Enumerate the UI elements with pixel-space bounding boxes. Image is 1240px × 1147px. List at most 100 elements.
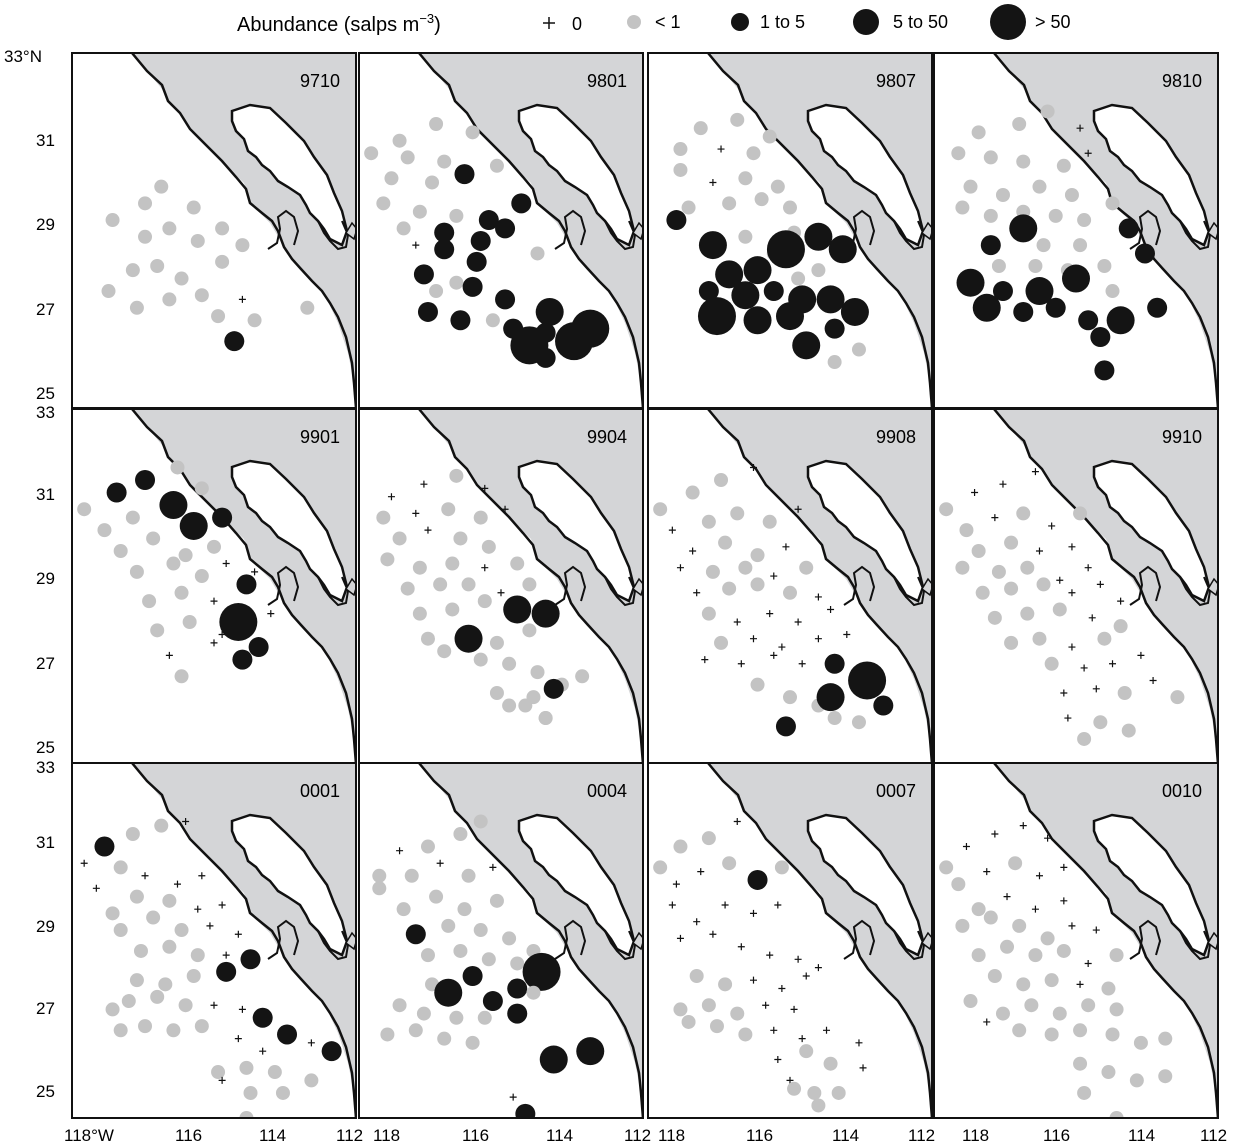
station-low-marker: [376, 196, 391, 211]
map-panel-0001: 0001: [71, 762, 357, 1119]
legend-gray-dot: [627, 15, 641, 29]
station-low-marker: [420, 948, 435, 963]
station-low-marker: [101, 284, 116, 299]
station-zero-marker: [733, 618, 741, 626]
station-low-marker: [730, 506, 745, 521]
station-low-marker: [1109, 948, 1124, 963]
station-low-marker: [1008, 856, 1023, 871]
station-low-marker: [1077, 213, 1092, 228]
map-panel-9801: 9801: [358, 52, 644, 409]
station-low-marker: [685, 485, 700, 500]
station-zero-marker: [983, 1018, 991, 1026]
station-zero-marker: [733, 817, 741, 825]
station-low-marker: [1056, 158, 1071, 173]
lat-label-33: 33: [36, 758, 55, 777]
station-low-marker: [215, 254, 230, 269]
station-low-marker: [807, 1085, 822, 1100]
station-low-marker: [791, 271, 806, 286]
station-zero-marker: [991, 830, 999, 838]
lon-label-116: 116: [1043, 1126, 1070, 1145]
station-low-marker: [174, 271, 189, 286]
station-1to5-marker: [478, 210, 499, 231]
legend-large-black-dot: [990, 4, 1026, 40]
station-low-marker: [449, 468, 464, 483]
station-low-marker: [125, 827, 140, 841]
station-low-marker: [129, 564, 144, 579]
station-low-marker: [709, 1019, 724, 1034]
cruise-id-label: 9807: [876, 71, 916, 91]
station-1to5-marker: [434, 239, 455, 260]
station-low-marker: [526, 690, 541, 705]
cruise-id-label: 9810: [1162, 71, 1202, 91]
station-low-marker: [1121, 723, 1136, 738]
station-low-marker: [971, 544, 986, 558]
station-1to5-marker: [1134, 243, 1155, 264]
station-low-marker: [1000, 939, 1015, 954]
station-1to5-marker: [454, 164, 475, 185]
station-zero-marker: [1060, 897, 1068, 905]
station-1to5-marker: [482, 991, 503, 1012]
station-low-marker: [453, 531, 468, 546]
station-low-marker: [851, 715, 866, 730]
station-zero-marker: [1068, 543, 1076, 551]
station-low-marker: [473, 923, 488, 938]
station-zero-marker: [1044, 834, 1052, 842]
station-low-marker: [1012, 918, 1027, 933]
station-low-marker: [738, 1027, 753, 1042]
station-zero-marker: [697, 868, 705, 876]
station-low-marker: [673, 839, 688, 854]
station-zero-marker: [774, 1056, 782, 1064]
station-low-marker: [1064, 188, 1079, 202]
station-zero-marker: [210, 1001, 218, 1009]
station-low-marker: [380, 552, 395, 567]
station-low-marker: [762, 514, 777, 529]
station-low-marker: [851, 342, 866, 357]
station-low-marker: [1040, 931, 1055, 946]
station-zero-marker: [668, 901, 676, 909]
station-zero-marker: [1096, 580, 1104, 588]
station-5to50-marker: [1062, 264, 1090, 293]
station-1to5-marker: [212, 507, 233, 528]
station-low-marker: [133, 943, 148, 958]
station-gt50-marker: [555, 322, 594, 361]
cruise-id-label: 9901: [300, 427, 340, 447]
station-low-marker: [105, 1002, 120, 1017]
panel-frame: [71, 762, 357, 1119]
station-zero-marker: [1048, 522, 1056, 530]
station-zero-marker: [676, 934, 684, 942]
small-island: [345, 577, 356, 597]
station-low-marker: [1105, 1027, 1120, 1042]
station-low-marker: [1133, 1035, 1148, 1050]
legend-small-black-dot: [731, 13, 749, 31]
station-low-marker: [1048, 208, 1063, 223]
station-low-marker: [746, 146, 761, 161]
map-panel-0004: 0004: [358, 762, 644, 1119]
station-low-marker: [762, 129, 777, 144]
station-low-marker: [489, 893, 504, 908]
station-low-marker: [113, 1023, 128, 1038]
station-low-marker: [673, 142, 688, 157]
station-low-marker: [477, 594, 492, 609]
station-5to50-marker: [539, 1045, 568, 1074]
station-1to5-marker: [1090, 327, 1111, 347]
lon-label-112: 112: [624, 1126, 651, 1145]
station-low-marker: [799, 1044, 814, 1059]
station-low-marker: [983, 208, 998, 223]
station-zero-marker: [198, 872, 206, 880]
station-low-marker: [194, 1019, 209, 1034]
station-low-marker: [449, 1010, 464, 1025]
station-low-marker: [121, 994, 136, 1009]
station-zero-marker: [173, 880, 181, 888]
station-zero-marker: [1068, 922, 1076, 930]
small-island: [345, 931, 356, 951]
station-zero-marker: [749, 909, 757, 917]
station-low-marker: [396, 902, 411, 917]
cruise-id-label: 9710: [300, 71, 340, 91]
station-zero-marker: [814, 635, 822, 643]
station-low-marker: [693, 121, 708, 136]
station-low-marker: [575, 669, 590, 684]
station-low-marker: [453, 827, 468, 841]
map-panels-grid: 9710 9801 9807 9810 9901 9904 9908 9910 0001 0004…: [71, 52, 1219, 1119]
station-1to5-marker: [417, 301, 438, 322]
station-zero-marker: [420, 480, 428, 488]
